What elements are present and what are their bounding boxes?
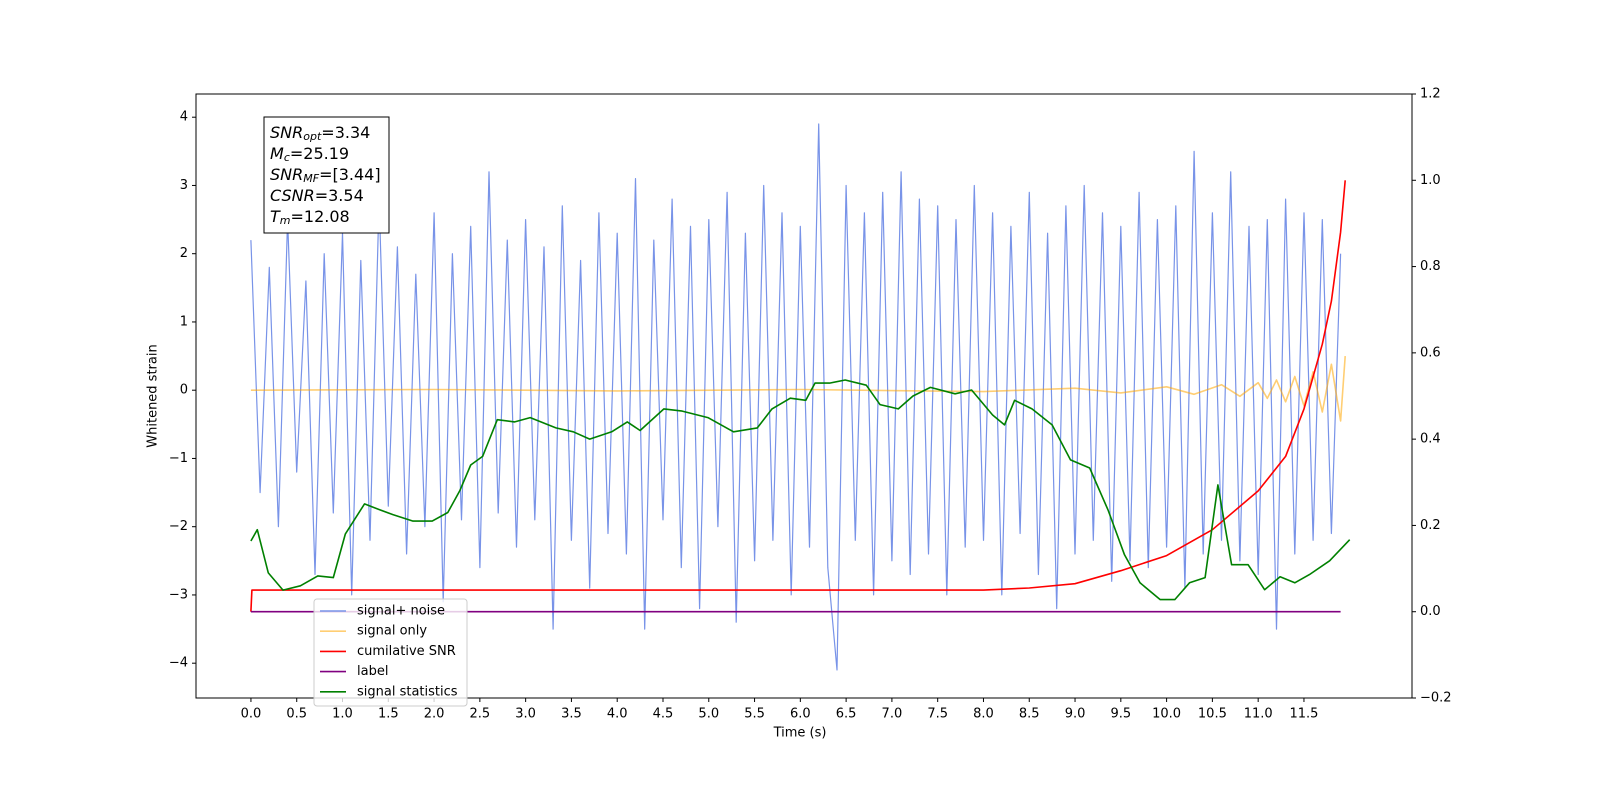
annotation-subscript: MF xyxy=(303,172,319,185)
annotation-line: Mc=25.19 xyxy=(270,144,349,165)
annotation-line: CSNR=3.54 xyxy=(270,186,364,205)
x-tick-label: 0.0 xyxy=(241,707,262,722)
x-tick-label: 6.0 xyxy=(790,707,811,722)
series-line xyxy=(250,123,1342,671)
annotation-subscript: opt xyxy=(303,130,322,143)
x-axis-label: Time (s) xyxy=(773,726,827,741)
x-tick-label: 8.0 xyxy=(973,707,994,722)
annotation-line: SNRopt=3.34 xyxy=(270,123,370,144)
annotation: SNRopt=3.34Mc=25.19SNRMF=[3.44]CSNR=3.54… xyxy=(263,116,390,234)
x-tick-label: 9.5 xyxy=(1110,707,1131,722)
x-tick-label: 10.0 xyxy=(1152,707,1181,722)
legend-label: label xyxy=(357,664,388,679)
x-tick-label: 7.5 xyxy=(927,707,948,722)
x-tick-label: 6.5 xyxy=(836,707,857,722)
legend-label: signal only xyxy=(357,624,427,639)
x-tick-label: 2.0 xyxy=(424,707,445,722)
x-tick-label: 8.5 xyxy=(1019,707,1040,722)
y-tick-label: 3 xyxy=(180,178,188,193)
y-tick-label: −2 xyxy=(169,519,188,534)
y-axis-label: Whitened strain xyxy=(146,344,161,447)
x-tick-label: 11.5 xyxy=(1289,707,1318,722)
annotation-symbol: T xyxy=(270,207,281,226)
plot-frame xyxy=(195,93,1413,699)
annotation-text: =25.19 xyxy=(290,144,349,163)
x-tick-label: 4.5 xyxy=(653,707,674,722)
annotation-text: =3.34 xyxy=(321,123,370,142)
y2-tick-label: 0.0 xyxy=(1420,604,1441,619)
x-tick-label: 11.0 xyxy=(1244,707,1273,722)
legend-label: signal statistics xyxy=(357,684,458,699)
x-tick-label: 10.5 xyxy=(1198,707,1227,722)
annotation-line: SNRMF=[3.44] xyxy=(270,165,381,186)
y-tick-label: 4 xyxy=(180,110,188,125)
x-tick-label: 5.5 xyxy=(744,707,765,722)
y2-tick-label: 0.4 xyxy=(1420,432,1441,447)
y2-tick-label: 1.2 xyxy=(1420,87,1441,102)
legend: signal+ noise signal only cumilative SNR la… xyxy=(313,598,468,707)
legend-label: signal+ noise xyxy=(357,604,445,619)
x-tick-label: 5.0 xyxy=(698,707,719,722)
x-tick-label: 2.5 xyxy=(470,707,491,722)
annotation-text: =3.54 xyxy=(315,186,364,205)
y-tick-label: −4 xyxy=(169,656,188,671)
plot-lines xyxy=(250,123,1351,671)
x-tick-label: 0.5 xyxy=(286,707,307,722)
annotation-symbol: M xyxy=(270,144,284,163)
x-tick-label: 3.5 xyxy=(561,707,582,722)
y2-tick-label: 0.2 xyxy=(1420,518,1441,533)
annotation-subscript: c xyxy=(284,151,290,164)
series-line xyxy=(250,180,1346,612)
annotation-text: =12.08 xyxy=(291,207,350,226)
x-tick-label: 3.0 xyxy=(515,707,536,722)
legend-label: cumilative SNR xyxy=(357,644,456,659)
y-tick-label: 1 xyxy=(180,314,188,329)
y-tick-label: 2 xyxy=(180,246,188,261)
annotation-subscript: m xyxy=(280,214,291,227)
x-tick-label: 9.0 xyxy=(1065,707,1086,722)
y2-tick-label: −0.2 xyxy=(1420,691,1452,706)
annotation-text: =[3.44] xyxy=(319,165,381,184)
legend-box xyxy=(313,598,468,707)
series-line xyxy=(250,379,1351,601)
annotation-symbol: SNR xyxy=(270,123,303,142)
y2-tick-label: 0.6 xyxy=(1420,345,1441,360)
annotation-symbol: SNR xyxy=(270,165,303,184)
y-tick-label: 0 xyxy=(180,383,188,398)
x-tick-label: 1.5 xyxy=(378,707,399,722)
series-line xyxy=(250,356,1346,422)
y2-tick-label: 1.0 xyxy=(1420,173,1441,188)
y2-tick-label: 0.8 xyxy=(1420,259,1441,274)
x-tick-label: 7.0 xyxy=(882,707,903,722)
y-tick-label: −3 xyxy=(169,587,188,602)
annotation-line: Tm=12.08 xyxy=(270,207,350,228)
annotation-box xyxy=(263,116,390,234)
x-tick-label: 1.0 xyxy=(332,707,353,722)
y-tick-label: −1 xyxy=(169,451,188,466)
x-tick-label: 4.0 xyxy=(607,707,628,722)
annotation-symbol: CSNR xyxy=(270,186,315,205)
